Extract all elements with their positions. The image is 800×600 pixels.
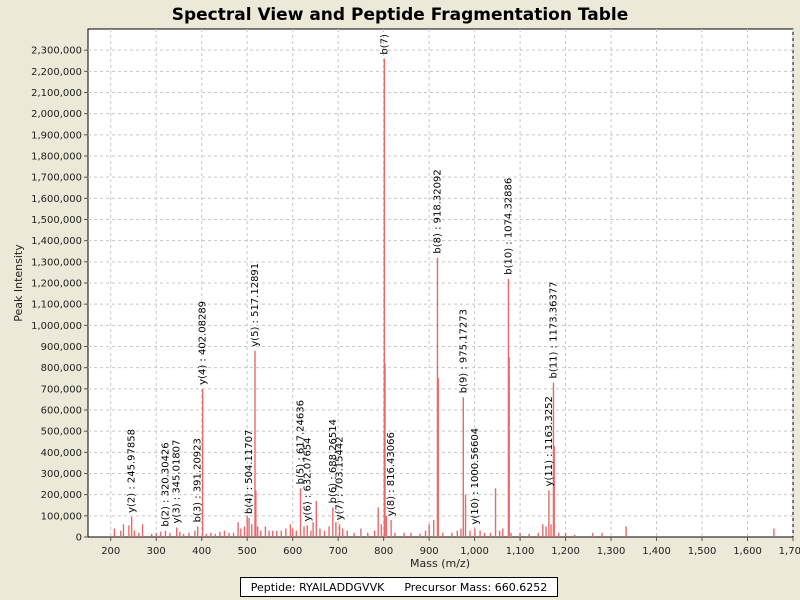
y-tick-label: 2,000,000: [31, 109, 82, 120]
y-tick-label: 900,000: [41, 342, 82, 353]
y-tick-label: 2,100,000: [31, 88, 82, 99]
y-tick-label: 700,000: [41, 384, 82, 395]
x-tick-label: 1,300: [597, 546, 626, 557]
y-tick-label: 300,000: [41, 469, 82, 480]
y-tick-label: 1,500,000: [31, 215, 82, 226]
x-tick-label: 1,100: [506, 546, 535, 557]
axes: 0 100,000 200,000 300,000 400,000 500,000 600,…: [31, 46, 800, 557]
peak-annotation-label: y(2) : 245.97858: [127, 429, 138, 513]
x-tick-label: 200: [101, 546, 120, 557]
y-tick-label: 1,100,000: [31, 300, 82, 311]
legend-peptide: Peptide: RYAILADDGVVK: [250, 580, 385, 594]
peak-annotation-label: y(7) : 703.15442: [335, 436, 346, 520]
peak-annotation-label: b(7): [379, 34, 390, 55]
x-axis-label: Mass (m/z): [410, 557, 470, 570]
y-tick-label: 1,400,000: [31, 236, 82, 247]
y-tick-label: 2,300,000: [31, 46, 82, 57]
peak-annotation-label: y(11) : 1163.3252: [544, 396, 555, 486]
x-tick-label: 1,400: [642, 546, 671, 557]
y-tick-label: 600,000: [41, 406, 82, 417]
peak-annotation-label: y(8) : 816.43066: [386, 432, 397, 516]
spectrum-chart: Spectral View and Peptide Fragmentation …: [12, 5, 800, 570]
legend-box: Peptide: RYAILADDGVVK Precursor Mass: 66…: [240, 577, 558, 597]
peak-annotation-label: b(10) : 1074.32886: [503, 178, 514, 275]
chart-title: Spectral View and Peptide Fragmentation …: [172, 5, 629, 25]
y-tick-label: 1,900,000: [31, 130, 82, 141]
y-tick-label: 1,700,000: [31, 173, 82, 184]
peak-annotation-label: b(3) : 391.20923: [193, 438, 204, 522]
peak-annotation-label: b(2) : 320.30426: [160, 442, 171, 526]
y-tick-label: 1,800,000: [31, 152, 82, 163]
y-tick-label: 1,000,000: [31, 321, 82, 332]
peak-annotation-label: b(11) : 1173.36377: [548, 281, 559, 378]
y-tick-label: 1,200,000: [31, 279, 82, 290]
x-tick-label: 1,000: [460, 546, 489, 557]
peak-annotation-label: y(10) : 1000.56604: [470, 428, 481, 525]
x-tick-label: 800: [374, 546, 393, 557]
x-tick-label: 300: [147, 546, 166, 557]
peaks: [113, 58, 775, 537]
y-axis-label: Peak Intensity: [12, 244, 25, 322]
peak-annotations: y(2) : 245.97858 b(2) : 320.30426 y(3) : 3…: [127, 34, 560, 527]
plot-area: [87, 28, 794, 538]
peak-annotation-label: b(6) : 688.26514: [328, 419, 339, 503]
y-tick-label: 100,000: [41, 511, 82, 522]
y-tick-label: 800,000: [41, 363, 82, 374]
peak-annotation-label: b(5) : 617.24636: [296, 400, 307, 484]
x-tick-label: 1,200: [551, 546, 580, 557]
peak-annotation-label: y(5) : 517.12891: [250, 263, 261, 347]
x-tick-label: 1,500: [688, 546, 717, 557]
peak-annotation-label: y(3) : 345.01807: [172, 440, 183, 524]
y-tick-label: 0: [76, 533, 82, 544]
y-tick-label: 400,000: [41, 448, 82, 459]
peak-annotation-label: b(9) : 975.17273: [458, 309, 469, 393]
peak-annotation-label: b(8) : 918.32092: [432, 169, 443, 253]
x-tick-label: 1,700: [779, 546, 800, 557]
peak-annotation-label: b(4) : 504.11707: [244, 430, 255, 514]
x-tick-label: 400: [192, 546, 211, 557]
y-tick-label: 1,300,000: [31, 257, 82, 268]
peak-annotation-label: y(6) : 632.07654: [302, 437, 313, 521]
x-tick-label: 600: [283, 546, 302, 557]
y-tick-label: 200,000: [41, 490, 82, 501]
x-tick-label: 1,600: [733, 546, 762, 557]
x-tick-label: 500: [238, 546, 257, 557]
x-tick-label: 900: [420, 546, 439, 557]
x-tick-label: 700: [329, 546, 348, 557]
y-tick-label: 2,200,000: [31, 67, 82, 78]
legend-precursor-mass: Precursor Mass: 660.6252: [404, 580, 548, 594]
y-tick-label: 1,600,000: [31, 194, 82, 205]
grid: [88, 29, 794, 537]
peak-annotation-label: y(4) : 402.08289: [198, 301, 209, 385]
y-tick-label: 500,000: [41, 427, 82, 438]
